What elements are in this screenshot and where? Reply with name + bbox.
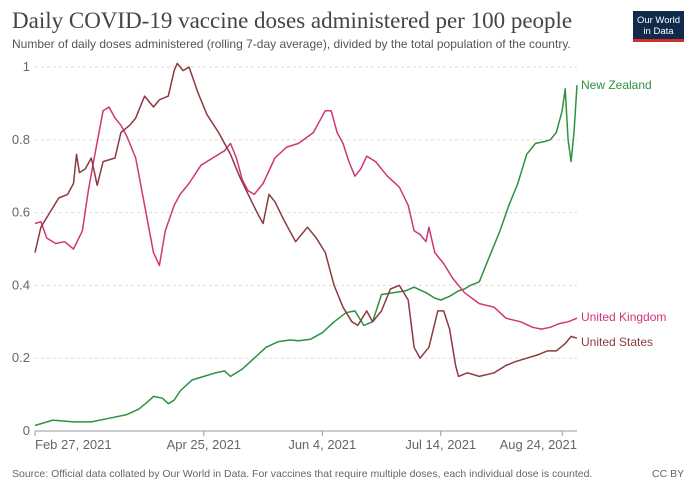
- logo-line-2: in Data: [643, 26, 674, 37]
- chart-title: Daily COVID-19 vaccine doses administere…: [12, 8, 573, 33]
- series-line-us[interactable]: [34, 62, 578, 378]
- license-link[interactable]: CC BY: [652, 468, 685, 480]
- x-tick-label: Jul 14, 2021: [405, 437, 476, 452]
- series-label-us[interactable]: United States: [581, 335, 653, 349]
- y-tick-label: 0.8: [12, 132, 30, 147]
- logo-line-1: Our World: [636, 15, 681, 26]
- y-tick-label: 0.4: [12, 277, 30, 292]
- series-line-uk[interactable]: [34, 106, 578, 330]
- series-label-nz[interactable]: New Zealand: [581, 78, 652, 92]
- owid-logo[interactable]: Our World in Data: [633, 11, 684, 42]
- y-tick-label: 0.2: [12, 350, 30, 365]
- chart-subtitle: Number of daily doses administered (roll…: [12, 37, 571, 51]
- y-tick-label: 0: [23, 423, 30, 438]
- x-tick-label: Jun 4, 2021: [288, 437, 356, 452]
- series-line-nz[interactable]: [34, 85, 578, 427]
- y-tick-label: 1: [23, 59, 30, 74]
- series-label-uk[interactable]: United Kingdom: [581, 310, 666, 324]
- x-tick-label: Apr 25, 2021: [167, 437, 241, 452]
- y-tick-label: 0.6: [12, 205, 30, 220]
- x-tick-label: Aug 24, 2021: [500, 437, 577, 452]
- x-tick-label: Feb 27, 2021: [35, 437, 112, 452]
- source-note: Source: Official data collated by Our Wo…: [12, 468, 593, 480]
